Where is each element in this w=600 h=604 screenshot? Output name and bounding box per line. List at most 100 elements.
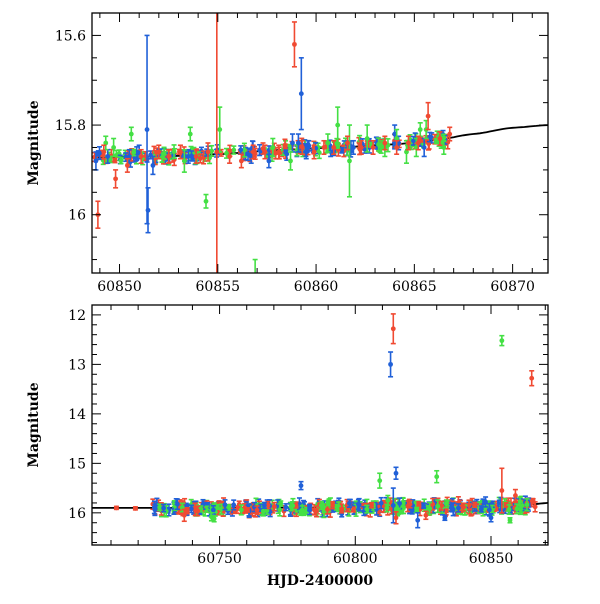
bottom-band-point	[318, 500, 324, 511]
top-band-point-marker	[231, 147, 237, 153]
bottom-band-point	[277, 503, 283, 517]
bottom-series1-point-marker	[325, 500, 331, 506]
bottom-y-tick-label: 12	[68, 308, 86, 324]
bottom-band-point-marker	[503, 502, 509, 508]
bottom-band-point-marker	[407, 501, 413, 507]
bottom-x-tick-label: 60750	[197, 551, 242, 567]
top-series1-point	[441, 139, 447, 156]
top-band-point	[97, 146, 103, 161]
bottom-series2-point-marker	[339, 507, 345, 513]
top-y-axis-title: Magnitude	[26, 100, 42, 185]
bottom-band-point-marker	[384, 505, 390, 511]
top-band-point	[209, 144, 215, 158]
top-series2-point	[177, 144, 183, 160]
top-x-tick-label: 60865	[392, 279, 437, 295]
bottom-series1-point-marker	[298, 510, 304, 516]
top-series1-point-marker	[288, 158, 293, 164]
bottom-band-point-marker	[222, 502, 228, 508]
bottom-band-point	[244, 507, 250, 513]
top-series2-point-marker	[238, 158, 244, 164]
bottom-band-point-marker	[231, 502, 237, 508]
top-series2-point-marker	[166, 154, 172, 159]
bottom-band-point-marker	[245, 507, 250, 513]
bottom-band-point-marker	[277, 507, 283, 513]
bottom-series1-point	[434, 469, 440, 484]
top-series0-point	[266, 153, 272, 169]
bottom-band-point-marker	[369, 502, 374, 508]
top-series2-point	[250, 144, 256, 160]
bottom-band-point-marker	[174, 501, 180, 507]
bottom-series1-point	[211, 515, 217, 523]
top-series2-point	[425, 101, 431, 131]
top-series2-point-marker	[156, 149, 162, 155]
top-series2-point	[101, 144, 107, 160]
top-band-point	[118, 156, 124, 165]
bottom-band-point-marker	[401, 504, 406, 510]
bottom-series0-point-marker	[298, 483, 304, 489]
top-series2-point	[382, 135, 388, 151]
top-band-point	[171, 144, 177, 159]
top-series1-point	[252, 258, 258, 273]
bottom-band-point	[346, 498, 352, 508]
top-y-tick-label: 15.8	[55, 118, 86, 134]
bottom-band-point	[435, 499, 441, 514]
bottom-series1-point-marker	[499, 338, 505, 344]
top-series2-point	[227, 148, 233, 164]
bottom-band-point-marker	[364, 506, 370, 512]
bottom-series2-point	[423, 510, 429, 521]
bottom-series1-point	[325, 499, 331, 507]
top-x-tick-label: 60855	[196, 279, 241, 295]
bottom-band-point-marker	[439, 503, 445, 509]
top-series0-point-marker	[421, 145, 427, 150]
top-series0-point-marker	[303, 149, 309, 155]
top-series1-point	[325, 133, 331, 153]
bottom-band-point-marker	[226, 504, 231, 510]
bottom-series2-point-marker	[390, 326, 396, 332]
top-band-point	[433, 137, 439, 145]
bottom-band-point	[161, 503, 167, 513]
top-series1-point-marker	[187, 131, 193, 137]
bottom-band-point	[514, 503, 520, 515]
top-series2-point-marker	[138, 154, 144, 159]
bottom-band-point-marker	[478, 506, 484, 512]
bottom-panel: 60750 60800 60850 12 13 14 15 16 Magnitude HJD-24…	[26, 304, 549, 589]
top-series2-point	[276, 144, 282, 160]
top-series1-point	[111, 137, 117, 158]
bottom-band-point-marker	[234, 507, 240, 512]
bottom-band-point	[203, 505, 209, 513]
bottom-y-tick-label: 13	[68, 357, 86, 373]
top-series0-point-marker	[351, 145, 356, 150]
bottom-band-point	[238, 504, 244, 516]
top-series2-point	[415, 135, 421, 151]
bottom-band-point-marker	[506, 507, 512, 512]
bottom-band-point-marker	[161, 505, 167, 511]
bottom-x-tick-label: 60800	[333, 551, 378, 567]
bottom-band-point-marker	[397, 500, 402, 506]
bottom-band-point-marker	[157, 504, 163, 510]
bottom-band-point	[397, 497, 403, 510]
top-series0-point	[298, 57, 304, 131]
top-band-point-marker	[238, 147, 244, 153]
top-series2-point	[193, 148, 199, 164]
bottom-band-point-marker	[414, 507, 420, 513]
bottom-y-tick-label: 14	[68, 407, 86, 423]
bottom-band-point-marker	[188, 506, 194, 512]
top-x-tick-label: 60870	[490, 279, 535, 295]
bottom-series2-point-marker	[133, 505, 138, 511]
bottom-band-point	[254, 505, 260, 516]
top-series2-point-marker	[250, 149, 256, 155]
top-series2-point-marker	[299, 145, 305, 150]
bottom-series0-point-marker	[388, 361, 393, 367]
top-series2-point-marker	[193, 154, 199, 159]
bottom-band-point-marker	[356, 501, 361, 507]
bottom-band-point	[378, 496, 384, 510]
bottom-series2-point	[499, 467, 505, 514]
bottom-band-point	[421, 502, 427, 509]
top-series1-point-marker	[335, 122, 341, 128]
bottom-series0-point-marker	[390, 503, 396, 508]
top-series0-point-marker	[93, 158, 99, 164]
bottom-band-point-marker	[466, 502, 472, 508]
top-series1-point-marker	[325, 140, 331, 146]
top-band-point	[328, 145, 334, 158]
